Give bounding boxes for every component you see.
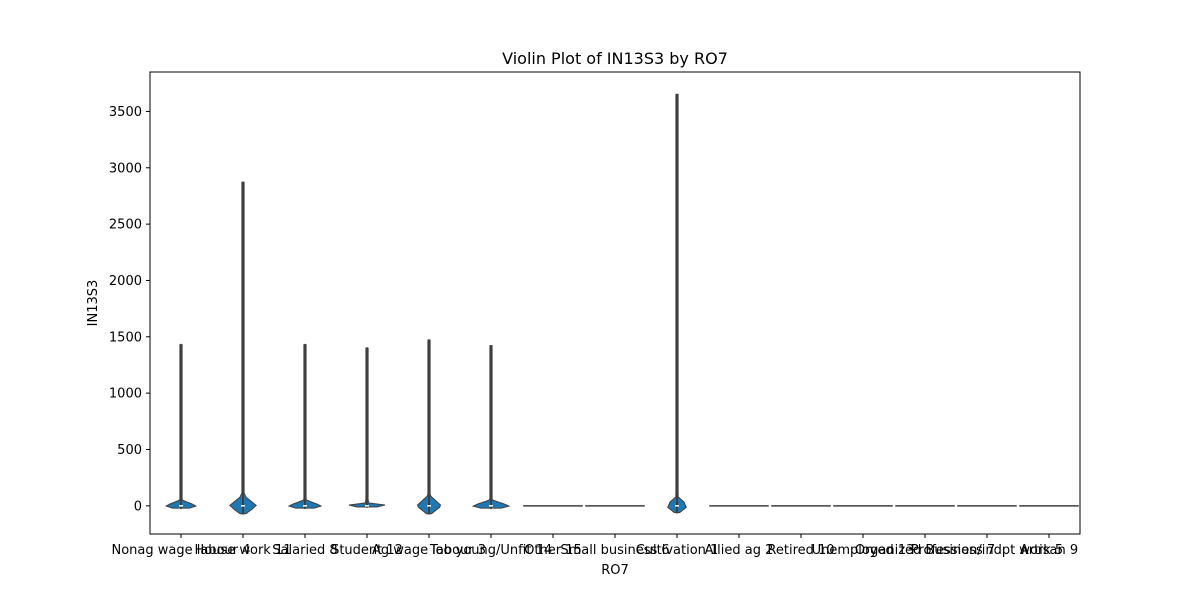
plot-frame xyxy=(149,71,1081,535)
x-tick-label: Salaried 8 xyxy=(272,543,337,558)
x-tick-label: Artisan 9 xyxy=(1020,543,1078,558)
y-tick-label: 500 xyxy=(117,443,142,458)
y-tick-label: 2000 xyxy=(109,274,142,289)
x-tick-label: Retired 10 xyxy=(767,543,834,558)
x-tick-label: Other 15 xyxy=(524,543,582,558)
x-tick-label: Cultivation 1 xyxy=(636,543,719,558)
violin xyxy=(471,344,511,510)
violin xyxy=(287,343,323,510)
y-axis-label: IN13S3 xyxy=(86,280,101,327)
y-tick-label: 3500 xyxy=(109,105,142,120)
violin xyxy=(667,93,687,514)
violins-group xyxy=(164,93,1079,515)
chart-title: Violin Plot of IN13S3 by RO7 xyxy=(502,49,728,68)
x-tick-label: Nonag wage labour 4 xyxy=(111,543,250,558)
violin xyxy=(164,343,198,510)
x-tick-label: Profession/indpt work 5 xyxy=(911,543,1063,558)
x-tick-label: Unemployed 13 xyxy=(812,543,915,558)
y-tick-label: 0 xyxy=(134,499,142,514)
y-tick-label: 1500 xyxy=(109,330,142,345)
y-axis: 0 500 1000 1500 2000 2500 3000 3500 xyxy=(109,105,150,514)
violin xyxy=(348,347,386,508)
x-tick-label: House work 11 xyxy=(194,543,291,558)
y-tick-label: 1000 xyxy=(109,387,142,402)
x-tick-label: Student 12 xyxy=(331,543,403,558)
x-tick-label: Ag wage labour 3 xyxy=(372,543,486,558)
violin xyxy=(416,339,442,515)
x-axis-label: RO7 xyxy=(601,563,629,578)
y-tick-label: 2500 xyxy=(109,218,142,233)
y-tick-label: 3000 xyxy=(109,161,142,176)
x-tick-label: Small business 6 xyxy=(560,543,669,558)
x-tick-label: Organized Business 7 xyxy=(855,543,995,558)
x-tick-label: Too young/Unfit 14 xyxy=(429,543,552,558)
x-tick-label: Allied ag 2 xyxy=(705,543,774,558)
violin xyxy=(229,181,257,515)
